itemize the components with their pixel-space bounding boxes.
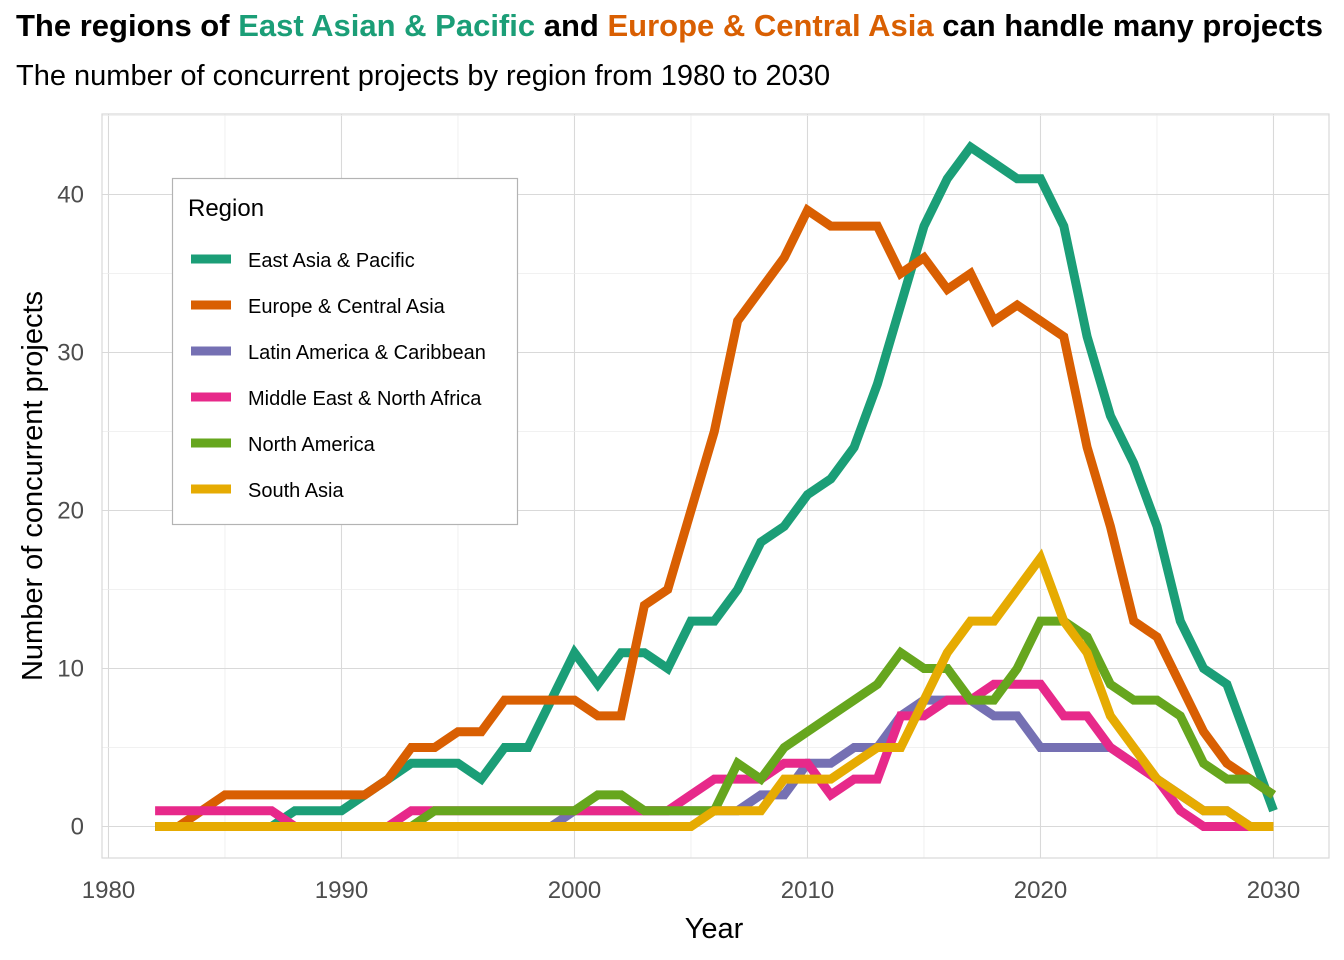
x-tick-label: 2000 [548,877,601,904]
panel-border [101,113,1330,859]
y-axis-title: Number of concurrent projects [17,291,49,681]
series-line-south-asia [155,548,1274,831]
legend-label: Latin America & Caribbean [248,342,486,364]
legend-item-south-asia: South Asia [191,480,345,502]
x-tick-label: 2030 [1247,877,1300,904]
legend-title: Region [188,195,264,222]
legend-item-north-america: North America [191,434,376,456]
y-tick-label: 10 [57,656,84,683]
y-tick-label: 30 [57,340,84,367]
title-highlight-europe: Europe & Central Asia [607,8,934,43]
legend-label: Middle East & North Africa [248,388,482,410]
chart-title: The regions of East Asian & Pacific and … [16,8,1323,44]
legend-item-latin-america-caribbean: Latin America & Caribbean [191,342,486,364]
y-tick-label: 20 [57,498,84,525]
legend-items: East Asia & Pacific Europe & Central Asia… [191,250,486,502]
legend-label: East Asia & Pacific [248,250,415,272]
title-suffix: can handle many projects [933,8,1323,43]
series-lines [155,140,1278,831]
legend-label: South Asia [248,480,345,502]
legend-item-europe-central-asia: Europe & Central Asia [191,296,446,318]
y-tick-label: 40 [57,182,84,209]
legend-label: Europe & Central Asia [248,296,446,318]
series-line-east-asia-pacific [155,140,1278,831]
legend-label: North America [248,434,376,456]
x-axis-title: Year [685,913,744,945]
x-tick-label: 1990 [315,877,368,904]
x-tick-label: 2010 [781,877,834,904]
legend-item-middle-east-north-africa: Middle East & North Africa [191,388,482,410]
legend: Region East Asia & Pacific Europe & Centr… [171,177,519,526]
title-middle: and [535,8,608,43]
title-prefix: The regions of [16,8,239,43]
title-highlight-east-asia: East Asian & Pacific [238,8,536,43]
legend-item-east-asia-pacific: East Asia & Pacific [191,250,415,272]
series-line-europe-central-asia [155,203,1277,831]
x-tick-label: 1980 [82,877,135,904]
chart-subtitle: The number of concurrent projects by reg… [16,60,831,92]
y-tick-label: 0 [71,814,84,841]
x-tick-label: 2020 [1014,877,1067,904]
